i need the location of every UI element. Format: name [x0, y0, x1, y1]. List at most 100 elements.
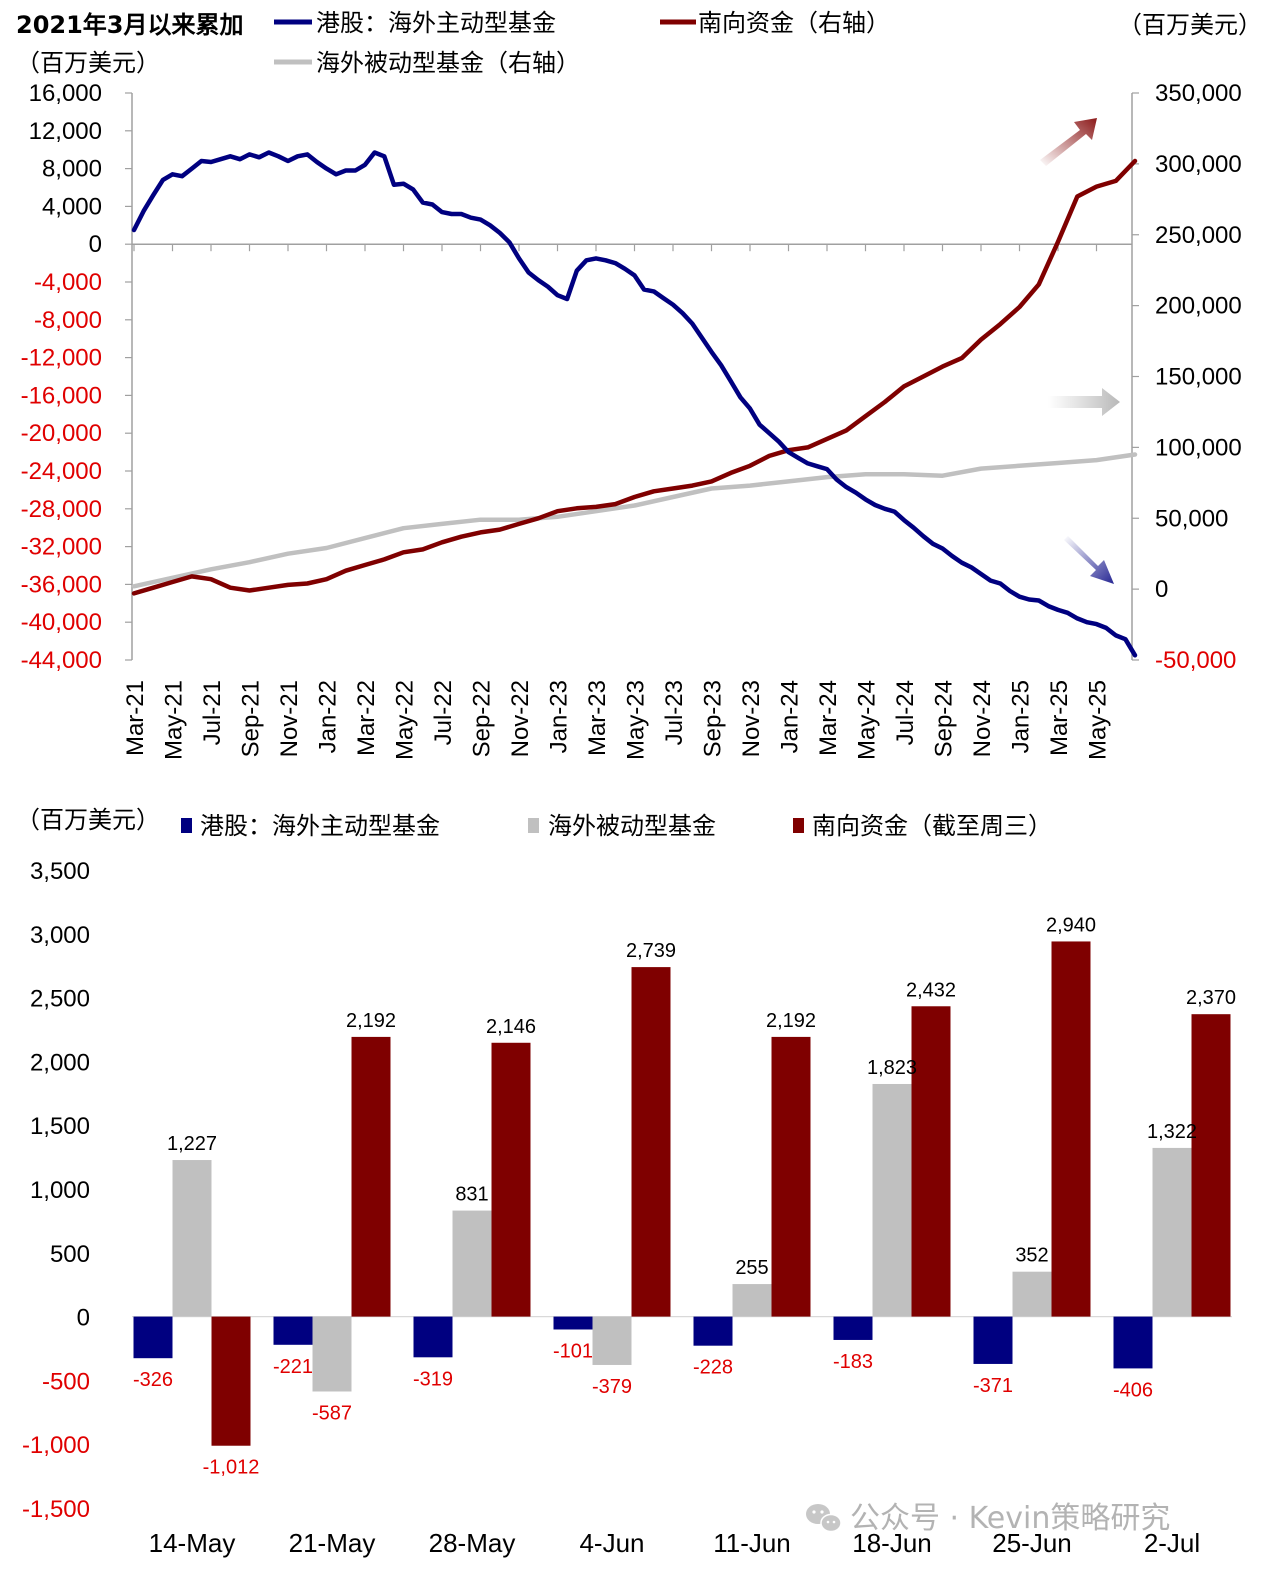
data-label: 2,370 — [1186, 987, 1236, 1009]
left-y-tick-label: -44,000 — [21, 647, 102, 674]
line-passive-fund — [131, 452, 1138, 589]
x-tick-label: Jul-24 — [892, 680, 919, 745]
legend-label-southbound: 南向资金（右轴） — [698, 9, 890, 37]
annotation-arrow-up-right-icon — [1040, 118, 1097, 166]
top-chart-series — [131, 150, 1138, 658]
right-y-tick-label: -50,000 — [1155, 647, 1236, 674]
bar-passive-fund — [1152, 1147, 1192, 1317]
data-label: 1,322 — [1147, 1121, 1197, 1143]
data-label: -379 — [592, 1376, 632, 1398]
left-y-tick-label: -24,000 — [21, 458, 102, 485]
x-tick-label: May-23 — [623, 680, 650, 760]
bottom-chart-axes: 3,500 3,000 2,500 2,000 1,500 1,000 500 0 -500 -1… — [22, 858, 1232, 1558]
bar-passive-fund — [1012, 1271, 1052, 1317]
bar-southbound — [1051, 941, 1091, 1317]
data-label: 2,192 — [766, 1010, 816, 1032]
right-y-tick-label: 200,000 — [1155, 293, 1242, 320]
left-y-tick-label: -32,000 — [21, 534, 102, 561]
x-tick-label: Nov-24 — [969, 680, 996, 757]
bar-southbound — [351, 1036, 391, 1317]
annotation-arrow-down-right-icon — [1064, 536, 1114, 584]
bar-active-fund — [693, 1316, 733, 1346]
cumulative-flow-line-chart: 2021年3月以来累加 （百万美元） （百万美元） 港股：海外主动型基金 南向资… — [16, 9, 1262, 760]
right-y-tick-label: 50,000 — [1155, 505, 1228, 532]
x-tick-label: 2-Jul — [1144, 1528, 1200, 1558]
x-tick-label: May-24 — [854, 680, 881, 760]
top-chart-left-unit: （百万美元） — [16, 49, 160, 77]
x-tick-label: 18-Jun — [852, 1528, 932, 1558]
top-chart-annotations — [1040, 118, 1120, 584]
left-y-tick-label: -28,000 — [21, 496, 102, 523]
y-tick-label: 2,000 — [30, 1049, 90, 1076]
legend-swatch-passive-fund — [528, 818, 539, 833]
data-label: -101 — [553, 1340, 593, 1362]
bottom-chart-bars — [133, 941, 1231, 1446]
right-y-tick-label: 250,000 — [1155, 222, 1242, 249]
y-tick-label: 500 — [50, 1241, 90, 1268]
x-tick-label: Sep-24 — [931, 680, 958, 757]
x-tick-label: Sep-23 — [700, 680, 727, 757]
left-y-tick-label: -16,000 — [21, 382, 102, 409]
top-chart-right-unit: （百万美元） — [1118, 11, 1262, 39]
bar-passive-fund — [732, 1284, 772, 1317]
data-label: 2,432 — [906, 979, 956, 1001]
left-y-tick-label: 4,000 — [42, 193, 102, 220]
bar-southbound — [491, 1042, 531, 1317]
bar-southbound — [771, 1036, 811, 1317]
x-tick-label: 11-Jun — [713, 1528, 791, 1558]
left-y-tick-label: 0 — [89, 231, 102, 258]
bar-southbound — [211, 1316, 251, 1446]
annotation-arrow-right-icon — [1048, 388, 1120, 416]
y-tick-label: 2,500 — [30, 986, 90, 1013]
x-tick-label: Jan-23 — [546, 680, 573, 753]
bar-southbound — [1191, 1014, 1231, 1317]
x-tick-label: Mar-23 — [584, 680, 611, 756]
data-label: -183 — [833, 1351, 873, 1373]
data-label: 2,739 — [626, 940, 676, 962]
bar-active-fund — [833, 1316, 873, 1340]
bottom-legend: 港股：海外主动型基金 海外被动型基金 南向资金（截至周三） — [181, 812, 1052, 840]
y-tick-label: 1,500 — [30, 1113, 90, 1140]
bar-active-fund — [553, 1316, 593, 1330]
legend-label-active-fund: 港股：海外主动型基金 — [316, 9, 556, 37]
data-label: 1,227 — [167, 1133, 217, 1155]
right-y-tick-label: 350,000 — [1155, 80, 1242, 107]
right-y-tick-label: 0 — [1155, 576, 1168, 603]
data-label: 2,192 — [346, 1010, 396, 1032]
legend-swatch-southbound — [793, 818, 804, 833]
top-chart-axes: 16,000 12,000 8,000 4,000 0 -4,000 -8,000 -12,0… — [21, 80, 1242, 760]
data-label: 1,823 — [867, 1057, 917, 1079]
y-tick-label: -1,000 — [22, 1432, 90, 1459]
x-tick-label: Jan-22 — [315, 680, 342, 753]
x-tick-label: 28-May — [429, 1528, 516, 1558]
right-y-tick-label: 150,000 — [1155, 364, 1242, 391]
bar-active-fund — [973, 1316, 1013, 1364]
legend-label-southbound: 南向资金（截至周三） — [812, 812, 1052, 840]
left-y-tick-label: -12,000 — [21, 345, 102, 372]
watermark: 公众号 · Kevin策略研究 — [806, 1501, 1170, 1536]
line-active-fund — [131, 150, 1138, 658]
x-tick-label: 4-Jun — [579, 1528, 644, 1558]
bottom-chart-unit: （百万美元） — [16, 806, 160, 834]
y-tick-label: -500 — [42, 1368, 90, 1395]
x-tick-label: Mar-21 — [122, 680, 149, 756]
x-tick-label: May-25 — [1085, 680, 1112, 760]
data-label: 831 — [455, 1184, 488, 1206]
x-tick-label: May-21 — [161, 680, 188, 760]
legend-label-passive-fund: 海外被动型基金 — [548, 812, 716, 840]
x-tick-label: 14-May — [149, 1528, 236, 1558]
top-chart-title: 2021年3月以来累加 — [16, 11, 244, 39]
x-tick-label: Nov-21 — [276, 680, 303, 757]
right-y-tick-label: 300,000 — [1155, 151, 1242, 178]
legend-label-active-fund: 港股：海外主动型基金 — [200, 812, 440, 840]
bar-active-fund — [133, 1316, 173, 1359]
left-y-tick-label: -8,000 — [34, 307, 102, 334]
x-tick-label: May-22 — [392, 680, 419, 760]
data-label: -371 — [973, 1375, 1013, 1397]
x-tick-label: Mar-24 — [815, 680, 842, 756]
bar-passive-fund — [872, 1083, 912, 1317]
x-tick-label: Sep-21 — [238, 680, 265, 757]
wechat-icon — [806, 1504, 842, 1533]
x-tick-label: 25-Jun — [992, 1528, 1072, 1558]
data-label: -587 — [312, 1403, 352, 1425]
